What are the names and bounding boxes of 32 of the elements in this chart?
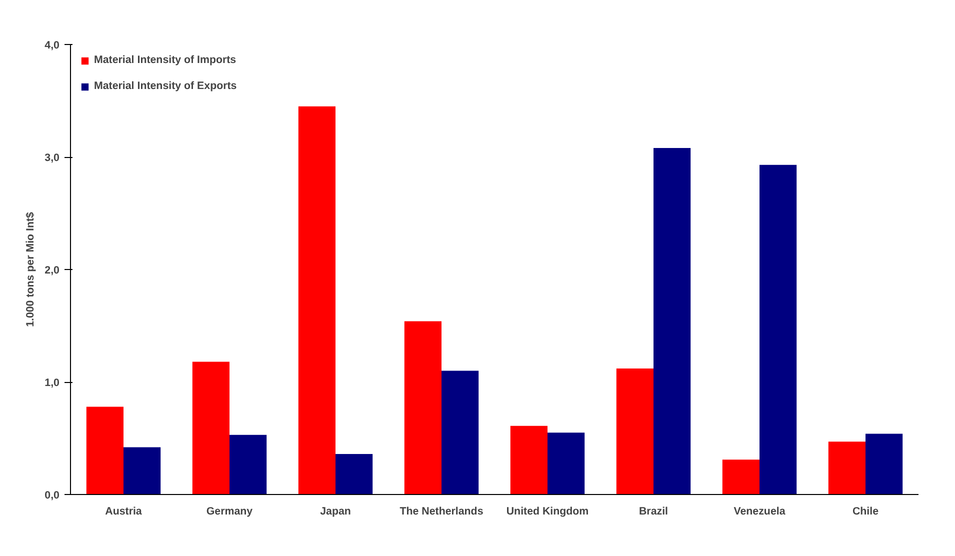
bar: [548, 432, 585, 494]
y-tick-label: 2,0: [44, 264, 60, 276]
x-tick-label: Austria: [105, 506, 142, 518]
y-tick-label: 3,0: [44, 152, 60, 164]
y-axis-title: 1.000 tons per Mio Int$: [24, 212, 37, 327]
bar: [442, 370, 479, 494]
x-tick-label: United Kingdom: [506, 506, 589, 518]
y-tick-label: 1,0: [44, 377, 60, 389]
bar: [298, 106, 336, 494]
legend-label: Material Intensity of Exports: [94, 80, 237, 92]
bar: [760, 164, 797, 494]
bar: [230, 434, 267, 494]
x-tick-label: Venezuela: [734, 506, 786, 518]
bar: [404, 321, 442, 494]
y-tick-label: 0,0: [44, 490, 60, 502]
bar: [192, 362, 230, 494]
bar: [654, 148, 691, 494]
bar: [866, 434, 903, 494]
bar: [616, 368, 654, 494]
bar: [828, 442, 866, 494]
x-tick-label: Germany: [206, 506, 253, 518]
x-tick-label: Japan: [320, 506, 351, 518]
bar: [336, 454, 373, 494]
legend-label: Material Intensity of Imports: [94, 54, 236, 66]
bar: [722, 460, 760, 494]
y-tick-label: 4,0: [44, 40, 60, 52]
x-tick-label: The Netherlands: [400, 506, 484, 518]
bar: [124, 447, 161, 494]
x-tick-label: Brazil: [638, 506, 668, 518]
bar: [510, 426, 548, 494]
x-tick-label: Chile: [852, 506, 879, 518]
bar: [86, 406, 124, 494]
